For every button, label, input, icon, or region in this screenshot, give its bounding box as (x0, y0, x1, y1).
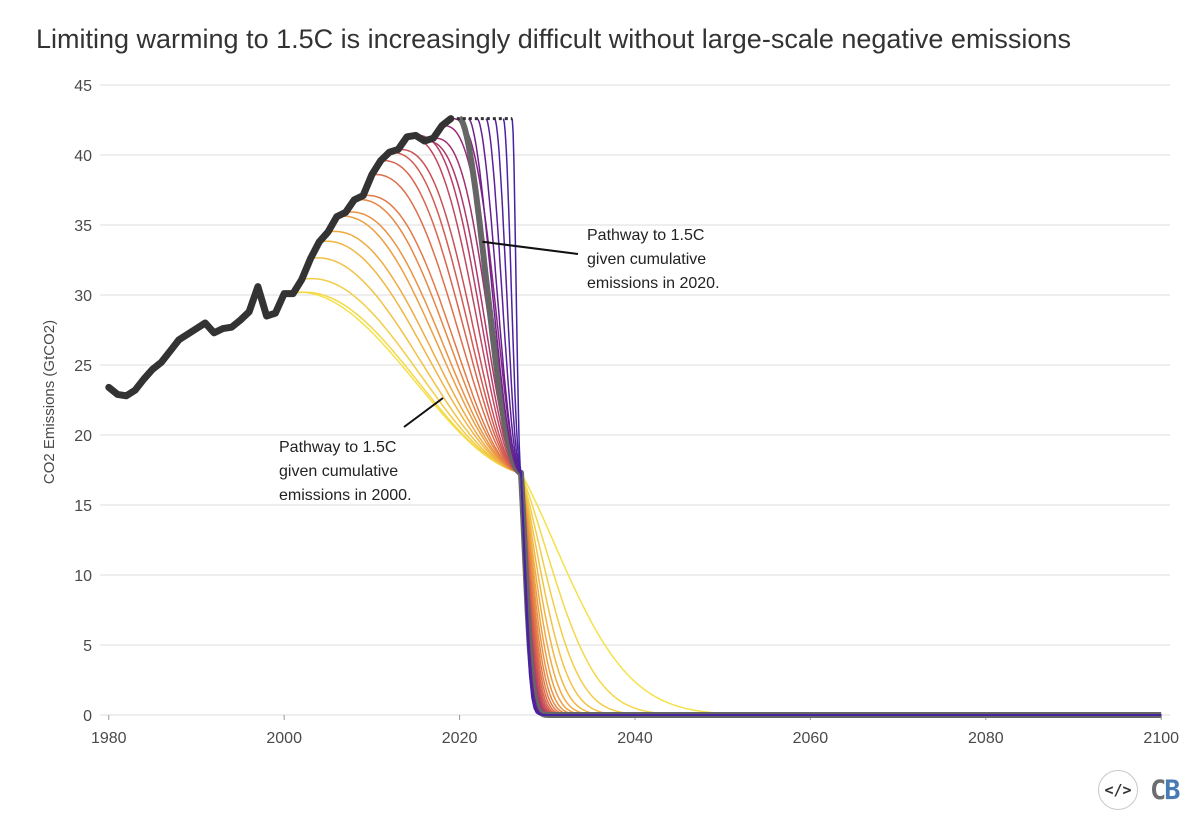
pathway-line (310, 257, 1162, 716)
logo-b: B (1164, 774, 1180, 806)
historical-line (105, 115, 455, 400)
pathway-line (459, 117, 1162, 716)
y-tick-label: 40 (74, 148, 92, 165)
pathway-line (511, 118, 1162, 716)
pathway-line (345, 211, 1162, 716)
annotations: Pathway to 1.5C given cumulative emissions… (279, 227, 720, 504)
pathway-line (292, 291, 1162, 716)
y-axis-label: CO2 Emissions (GtCO2) (41, 320, 58, 484)
pathway-line (502, 118, 1162, 716)
y-tick-label: 0 (83, 708, 92, 725)
x-tick-label: 2100 (1143, 730, 1179, 747)
pathway-line (450, 117, 1162, 716)
pathway-line (494, 118, 1162, 716)
x-tick-label: 2000 (266, 730, 302, 747)
annotation-leader-2020 (482, 240, 579, 255)
y-tick-label: 45 (74, 78, 92, 95)
pathway-line (354, 198, 1162, 716)
y-tick-label: 5 (83, 638, 92, 655)
pathway-line-highlight (457, 115, 1162, 718)
x-tick-label: 2040 (617, 730, 653, 747)
annotation-2020: Pathway to 1.5C given cumulative emissions… (587, 227, 720, 292)
pathway-line (327, 230, 1162, 716)
grid-lines (100, 84, 1170, 716)
y-tick-label: 35 (74, 218, 92, 235)
pathway-line (476, 118, 1162, 716)
y-tick-label: 10 (74, 568, 92, 585)
y-tick-label: 30 (74, 288, 92, 305)
historical-emissions (105, 115, 455, 400)
x-tick-label: 2080 (968, 730, 1004, 747)
annotation-leader-2000 (403, 397, 444, 428)
pathway-lines (284, 115, 1162, 718)
y-tick-label: 25 (74, 358, 92, 375)
pathway-line (301, 277, 1162, 716)
x-tick-label: 1980 (91, 730, 127, 747)
pathway-line (467, 118, 1162, 716)
y-tick-label: 20 (74, 428, 92, 445)
axis-labels: 0 5 10 15 20 25 30 35 40 45 1980 2000 2020 2040 2060 20… (74, 78, 1179, 747)
pathway-line (284, 291, 1162, 716)
x-tick-label: 2020 (442, 730, 478, 747)
embed-code-button[interactable]: </> (1098, 770, 1138, 810)
y-tick-label: 15 (74, 498, 92, 515)
pathway-line (319, 240, 1162, 716)
pathway-line (442, 124, 1162, 716)
annotation-2000: Pathway to 1.5C given cumulative emissions… (279, 439, 412, 504)
pathway-line (407, 136, 1162, 716)
logo-c: C (1150, 774, 1166, 806)
chart-title: Limiting warming to 1.5C is increasingly… (36, 24, 1071, 54)
pathway-line (485, 118, 1162, 716)
x-tick-label: 2060 (793, 730, 829, 747)
